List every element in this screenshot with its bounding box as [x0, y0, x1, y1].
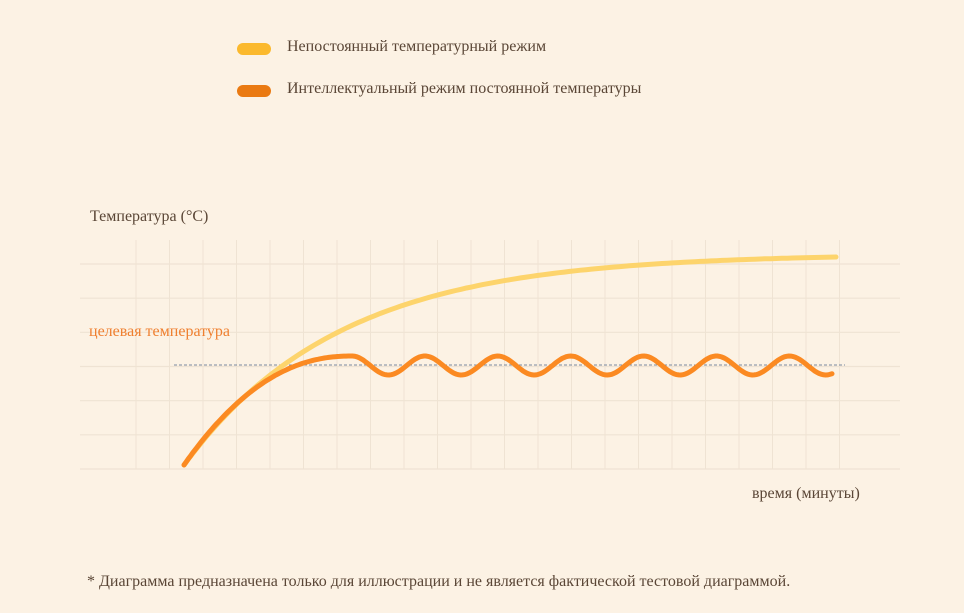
legend-swatch-yellow	[237, 43, 271, 55]
target-temperature-label: целевая температура	[89, 323, 231, 340]
footnote: * Диаграмма предназначена только для илл…	[87, 573, 791, 590]
grid	[80, 240, 900, 470]
legend-swatch-orange	[237, 85, 271, 97]
series-constant-line	[181, 353, 835, 468]
legend-label: Интеллектуальный режим постоянной темпер…	[287, 80, 642, 97]
y-axis-label: Температура (°C)	[90, 208, 209, 225]
series-fluctuating-line	[181, 254, 839, 468]
legend-label: Непостоянный температурный режим	[287, 38, 547, 55]
x-axis-label: время (минуты)	[752, 485, 860, 502]
